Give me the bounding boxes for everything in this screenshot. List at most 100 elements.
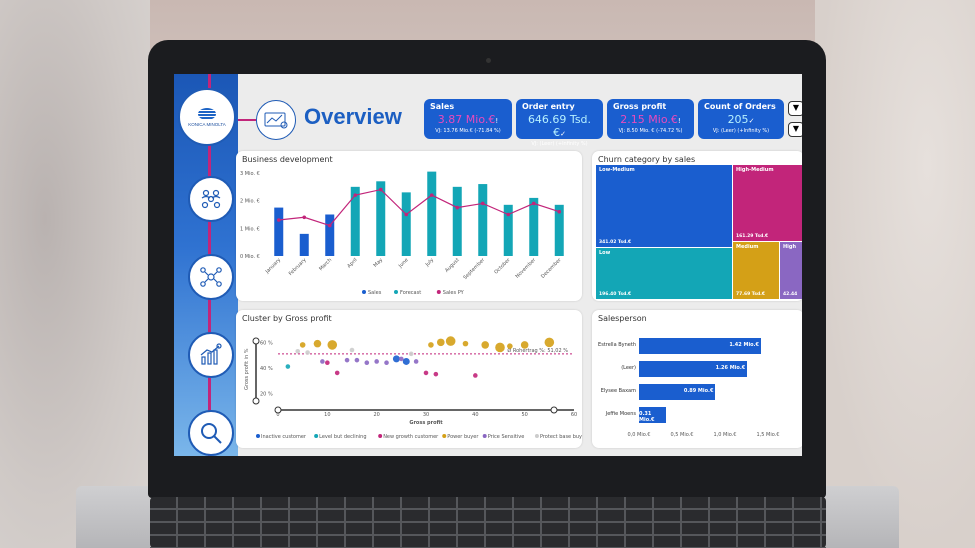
salesperson-row[interactable]: Estrella Byneth 1.42 Mio.€ — [596, 338, 776, 354]
x-tick-label: 1,0 Mio.€ — [714, 432, 737, 438]
sales-py-point — [531, 201, 536, 206]
cluster-gross-profit-card[interactable]: Cluster by Gross profit Gross profit in … — [236, 310, 582, 448]
legend-marker — [442, 434, 447, 438]
treemap-cell-low-medium[interactable]: Low-Medium 341.02 Tsd.€ — [596, 165, 732, 247]
business-development-chart[interactable]: 0 Mio. € 1 Mio. € 2 Mio. € 3 Mio. € January F… — [236, 151, 582, 301]
sales-bar — [325, 214, 335, 256]
scatter-point — [402, 357, 410, 365]
nav-search-button[interactable] — [188, 410, 234, 456]
y-axis-title: Gross profit in % — [244, 348, 250, 390]
salesperson-bar[interactable]: 1.42 Mio.€ — [639, 338, 761, 354]
scatter-point — [392, 355, 400, 363]
slider-handle — [274, 406, 282, 414]
company-logo[interactable]: KONICA MINOLTA — [178, 88, 236, 146]
scatter-point — [285, 364, 291, 369]
kpi-card-sales[interactable]: Sales 3.87 Mio.€! VJ: 13.76 Mio.€ (-71.8… — [424, 99, 512, 139]
sales-py-point — [327, 223, 332, 228]
treemap-cell-medium[interactable]: Medium 77.69 Tsd.€ — [733, 242, 779, 299]
sidebar: KONICA MINOLTA — [174, 74, 238, 456]
kpi-subtext: VJ: (Leer) (+Infinity %) — [712, 128, 770, 134]
cluster-scatter-chart[interactable]: Gross profit in % 20 % 40 % 60 % Ø Rohertrag… — [236, 310, 582, 448]
scatter-point — [305, 350, 310, 355]
filter-button[interactable]: ▼ — [788, 122, 802, 137]
sales-py-point — [276, 218, 281, 222]
sales-py-point — [302, 215, 307, 220]
sales-py-point — [557, 209, 562, 214]
salesperson-bar[interactable]: 1.26 Mio.€ — [639, 361, 748, 377]
salesperson-row[interactable]: (Leer) 1.26 Mio.€ — [596, 361, 776, 377]
x-tick-label: February — [288, 257, 308, 277]
card-title: Cluster by Gross profit — [242, 314, 332, 323]
y-tick-label: 60 % — [260, 340, 273, 346]
treemap-cell-high-medium[interactable]: High-Medium 161.29 Tsd.€ — [733, 165, 802, 241]
legend-label: New growth customer — [383, 434, 439, 440]
treemap-label: Low-Medium — [599, 167, 635, 173]
salesperson-bar[interactable]: 0.89 Mio.€ — [639, 384, 716, 400]
legend-label: Power buyer — [447, 434, 479, 440]
nav-analysis-button[interactable] — [188, 332, 234, 378]
filter-button[interactable]: ▼ — [788, 101, 802, 116]
kpi-card-order-entry[interactable]: Order entry 646.69 Tsd.€✓ VJ: (Leer) (+I… — [516, 99, 603, 147]
scatter-point — [408, 351, 414, 357]
bar-chart-icon — [200, 343, 222, 365]
scatter-point — [384, 360, 389, 366]
x-axis-title: Gross profit — [409, 420, 443, 426]
background-right — [815, 0, 975, 548]
keyboard — [150, 497, 826, 548]
salesperson-card[interactable]: Salesperson Estrella Byneth 1.42 Mio.€ (Le… — [592, 310, 802, 448]
scatter-point — [354, 357, 360, 363]
search-icon — [201, 423, 222, 444]
x-tick-label: September — [462, 257, 486, 281]
scatter-point — [473, 373, 478, 378]
kpi-title: Gross profit — [613, 102, 667, 111]
legend-marker — [534, 434, 539, 438]
legend-label: Forecast — [400, 290, 421, 296]
forecast-bar — [427, 171, 437, 256]
reference-line-label: Ø Rohertrag %: 51,02 % — [507, 347, 568, 354]
scatter-point — [428, 342, 434, 348]
logo-text: KONICA MINOLTA — [188, 121, 226, 127]
kpi-indicator: ✓ — [560, 130, 566, 138]
sales-py-point — [404, 212, 409, 217]
network-people-icon — [200, 267, 222, 287]
treemap-cell-low[interactable]: Low 196.40 Tsd.€ — [596, 248, 732, 299]
legend-marker — [378, 434, 383, 438]
filter-icon: ▼ — [792, 103, 800, 112]
kpi-card-count-of-orders[interactable]: Count of Orders 205✓ VJ: (Leer) (+Infini… — [698, 99, 784, 139]
salesperson-row[interactable]: Jeffie Moens 0.31 Mio.€ — [596, 407, 776, 423]
forecast-bar — [376, 181, 386, 256]
kpi-value: 205✓ — [704, 113, 778, 126]
logo-icon — [198, 107, 216, 120]
sales-py-line — [278, 188, 560, 227]
sales-py-point — [353, 193, 358, 197]
filter-icon: ▼ — [792, 124, 800, 133]
scatter-point — [399, 356, 404, 362]
legend-marker — [362, 290, 366, 294]
legend-marker — [394, 290, 398, 294]
kpi-card-gross-profit[interactable]: Gross profit 2.15 Mio.€! VJ: 8.50 Mio. €… — [607, 99, 694, 139]
treemap-cell-high[interactable]: High 42.44 — [780, 242, 802, 299]
scatter-point — [334, 370, 340, 376]
sales-bar — [274, 207, 284, 256]
scatter-point — [325, 360, 330, 366]
churn-category-card[interactable]: Churn category by sales Low-Medium 341.0… — [592, 151, 802, 301]
x-tick-label: 20 — [373, 412, 379, 418]
legend-marker — [436, 290, 441, 294]
salesperson-bar[interactable]: 0.31 Mio.€ — [639, 407, 666, 423]
y-tick-label: 0 Mio. € — [240, 254, 260, 260]
legend-label: Inactive customer — [261, 434, 307, 440]
salesperson-row[interactable]: Elysee Baxam 0.89 Mio.€ — [596, 384, 776, 400]
slider-handle — [550, 406, 558, 414]
nav-customers-button[interactable] — [188, 176, 234, 222]
kpi-value: 646.69 Tsd.€✓ — [522, 113, 597, 139]
x-tick-label: July — [424, 257, 435, 268]
x-tick-label: December — [540, 257, 563, 280]
salesperson-name: (Leer) — [621, 365, 636, 371]
nav-network-button[interactable] — [188, 254, 234, 300]
slider-handle — [252, 397, 260, 405]
business-development-card[interactable]: Business development 0 Mio. € 1 Mio. € 2 M… — [236, 151, 582, 301]
kpi-subtext: VJ: (Leer) (+Infinity %) — [531, 141, 588, 147]
kpi-subtext: VJ: 13.76 Mio.€ (-71.84 %) — [435, 128, 501, 134]
x-tick-label: June — [397, 257, 410, 270]
scatter-point — [423, 370, 429, 376]
